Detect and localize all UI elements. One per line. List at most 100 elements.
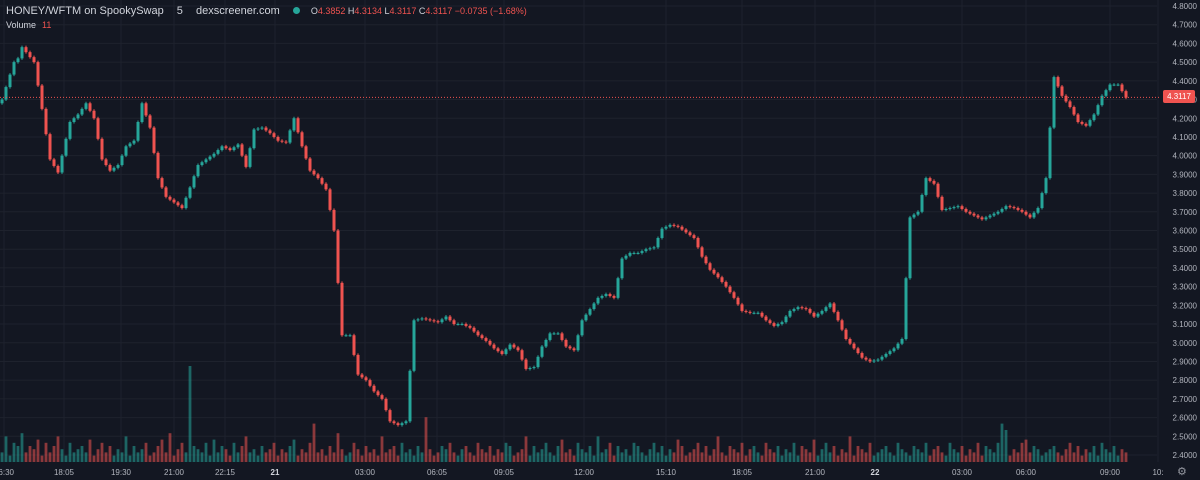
candle-body — [680, 226, 684, 230]
candle-body — [124, 146, 128, 156]
volume-bar — [428, 449, 432, 462]
time-axis[interactable]: 16:30 18:05 19:30 21:00 22:15 21 03:00 06:05 09:… — [0, 462, 1164, 480]
candle-body — [612, 295, 616, 298]
candle-body — [1016, 208, 1020, 210]
volume-bar — [576, 442, 580, 462]
volume-bar — [992, 452, 996, 462]
volume-bar — [68, 442, 72, 462]
candle-body — [652, 247, 656, 249]
volume-bar — [584, 452, 588, 462]
volume-bar — [400, 442, 404, 462]
volume-bar — [520, 449, 524, 462]
volume-bar — [1004, 430, 1008, 462]
volume-bar — [564, 452, 568, 462]
ohlc-change-value: −0.0735 (−1.68%) — [454, 6, 527, 16]
volume-label[interactable]: Volume — [6, 20, 37, 30]
volume-bar — [896, 442, 900, 462]
candle-body — [592, 303, 596, 310]
candle-body — [852, 343, 856, 349]
candle-body — [168, 196, 172, 200]
candle-body — [268, 130, 272, 134]
candle-body — [476, 331, 480, 336]
candle-body — [536, 356, 540, 368]
volume-bar — [608, 442, 612, 462]
volume-bar — [980, 455, 984, 462]
volume-bar — [548, 452, 552, 462]
candle-body — [112, 167, 116, 171]
volume-bar — [1116, 455, 1120, 462]
price-tick-label: 2.4000 — [1173, 451, 1198, 460]
volume-bar — [272, 442, 276, 462]
candle-body — [804, 308, 808, 310]
volume-bar — [456, 455, 460, 462]
volume-bar — [888, 452, 892, 462]
candle-body — [160, 178, 164, 188]
candle-body — [588, 309, 592, 315]
volume-bar — [256, 455, 260, 462]
volume-bar — [932, 449, 936, 462]
volume-bar — [172, 455, 176, 462]
time-tick-label: 18:05 — [732, 468, 753, 477]
gear-icon[interactable]: ⚙ — [1177, 466, 1187, 478]
volume-bar — [812, 439, 816, 462]
candle-body — [4, 87, 8, 100]
candle-body — [620, 258, 624, 279]
candle-body — [360, 374, 364, 378]
candle-body — [780, 322, 784, 325]
candle-body — [36, 62, 40, 86]
volume-bar — [224, 449, 228, 462]
candle-body — [580, 320, 584, 336]
volume-bar — [1052, 446, 1056, 462]
symbol-title[interactable]: HONEY/WFTM on SpookySwap — [6, 5, 164, 17]
candle-body — [296, 118, 300, 133]
volume-bar — [680, 446, 684, 462]
candle-body — [152, 127, 156, 153]
volume-bar — [376, 455, 380, 462]
timeframe-label[interactable]: 5 — [176, 5, 183, 17]
candle-body — [1120, 84, 1124, 92]
volume-bar — [108, 446, 112, 462]
volume-bar — [472, 455, 476, 462]
volume-bar — [536, 452, 540, 462]
volume-bar — [668, 449, 672, 462]
candle-body — [92, 110, 96, 119]
candle-body — [412, 320, 416, 371]
candle-body — [64, 138, 68, 156]
volume-bar — [936, 446, 940, 462]
candle-body — [776, 324, 780, 326]
volume-bar — [1044, 452, 1048, 462]
price-tick-label: 3.1000 — [1173, 320, 1198, 329]
volume-bar — [180, 442, 184, 462]
candle-body — [996, 211, 1000, 214]
volume-bar — [1000, 423, 1004, 462]
price-axis[interactable]: 4.80004.70004.60004.50004.40004.30004.20… — [1160, 0, 1200, 480]
candle-body — [336, 230, 340, 283]
volume-bar — [972, 452, 976, 462]
candle-body — [188, 187, 192, 198]
candle-body — [860, 353, 864, 358]
candle-body — [312, 170, 316, 175]
candle-body — [404, 421, 408, 424]
volume-bar — [768, 449, 772, 462]
candle-body — [84, 103, 88, 109]
candle-body — [792, 309, 796, 311]
candle-body — [380, 395, 384, 399]
volume-bar — [1016, 452, 1020, 462]
candle-body — [1084, 123, 1088, 126]
volume-bar — [544, 442, 548, 462]
volume-bar — [612, 455, 616, 462]
volume-bar — [1048, 449, 1052, 462]
volume-bar — [504, 442, 508, 462]
candle-body — [1000, 208, 1004, 212]
candle-body — [348, 335, 352, 337]
volume-bar — [372, 449, 376, 462]
volume-bar — [620, 452, 624, 462]
candle-body — [672, 224, 676, 226]
candle-body — [944, 208, 948, 210]
candle-body — [1004, 206, 1008, 209]
volume-bar — [1064, 449, 1068, 462]
candle-body — [1060, 86, 1064, 96]
volume-bar — [676, 439, 680, 462]
volume-bar — [732, 449, 736, 462]
